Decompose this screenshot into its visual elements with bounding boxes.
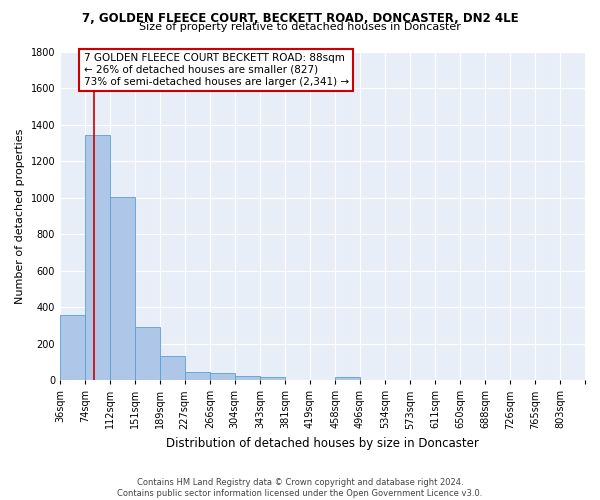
Text: 7, GOLDEN FLEECE COURT, BECKETT ROAD, DONCASTER, DN2 4LE: 7, GOLDEN FLEECE COURT, BECKETT ROAD, DO… [82,12,518,26]
Bar [335,377,360,380]
Text: Contains HM Land Registry data © Crown copyright and database right 2024.
Contai: Contains HM Land Registry data © Crown c… [118,478,482,498]
Bar [85,136,110,380]
Y-axis label: Number of detached properties: Number of detached properties [15,128,25,304]
Bar [135,326,160,380]
Bar [60,316,85,380]
Text: 7 GOLDEN FLEECE COURT BECKETT ROAD: 88sqm
← 26% of detached houses are smaller (: 7 GOLDEN FLEECE COURT BECKETT ROAD: 88sq… [83,54,349,86]
Bar [235,376,260,380]
Text: Size of property relative to detached houses in Doncaster: Size of property relative to detached ho… [139,22,461,32]
Bar [110,196,135,380]
Bar [160,356,185,380]
Bar [185,372,210,380]
Bar [260,377,285,380]
Bar [210,373,235,380]
X-axis label: Distribution of detached houses by size in Doncaster: Distribution of detached houses by size … [166,437,479,450]
